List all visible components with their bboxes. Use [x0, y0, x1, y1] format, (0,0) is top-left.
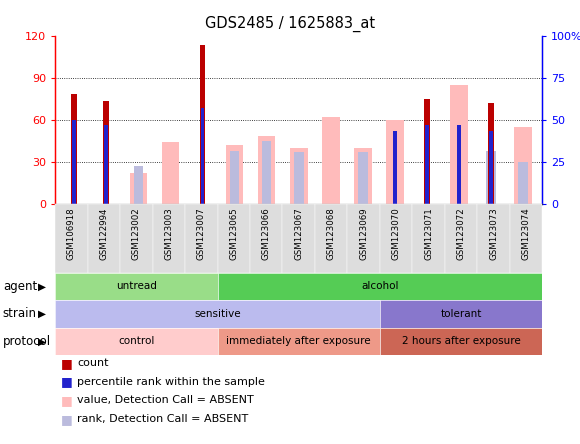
Text: percentile rank within the sample: percentile rank within the sample [77, 377, 265, 387]
Text: GSM123068: GSM123068 [327, 207, 336, 260]
Bar [519, 162, 528, 204]
Text: tolerant: tolerant [440, 309, 482, 319]
Text: sensitive: sensitive [194, 309, 241, 319]
Text: immediately after exposure: immediately after exposure [226, 337, 371, 346]
Bar [133, 166, 143, 204]
Text: GSM123070: GSM123070 [392, 207, 401, 260]
Text: GSM123074: GSM123074 [521, 207, 531, 260]
Text: ■: ■ [61, 375, 72, 388]
Bar [201, 108, 205, 204]
Text: count: count [77, 358, 108, 368]
Text: rank, Detection Call = ABSENT: rank, Detection Call = ABSENT [77, 414, 248, 424]
Bar [514, 127, 532, 204]
Bar [457, 125, 461, 204]
Text: GSM123002: GSM123002 [132, 207, 141, 260]
Text: GSM123066: GSM123066 [262, 207, 271, 260]
Bar [71, 95, 77, 204]
Bar [425, 125, 429, 204]
Bar [200, 45, 205, 204]
Bar [358, 152, 368, 204]
Text: GSM123067: GSM123067 [294, 207, 303, 260]
Text: alcohol: alcohol [361, 281, 398, 291]
Text: ▶: ▶ [38, 309, 46, 319]
Bar [129, 173, 147, 204]
Text: GSM123003: GSM123003 [164, 207, 173, 260]
Bar [162, 142, 179, 204]
Text: control: control [118, 337, 154, 346]
Bar [486, 151, 496, 204]
Bar [262, 141, 271, 204]
Bar [489, 131, 493, 204]
Text: ■: ■ [61, 357, 72, 370]
Text: protocol: protocol [3, 335, 51, 348]
Text: ■: ■ [61, 394, 72, 407]
Text: GSM123069: GSM123069 [359, 207, 368, 260]
Bar [104, 125, 108, 204]
Bar [290, 148, 307, 204]
Text: GSM123073: GSM123073 [489, 207, 498, 260]
Text: GSM123007: GSM123007 [197, 207, 206, 260]
Text: ▶: ▶ [38, 281, 46, 291]
Text: GSM123065: GSM123065 [229, 207, 238, 260]
Bar [230, 151, 240, 204]
Text: ▶: ▶ [38, 337, 46, 346]
Bar [488, 103, 494, 204]
Bar [424, 99, 430, 204]
Text: GSM122994: GSM122994 [99, 207, 108, 260]
Bar [258, 136, 276, 204]
Bar [103, 101, 109, 204]
Bar [322, 117, 339, 204]
Text: GSM106918: GSM106918 [67, 207, 76, 260]
Bar [393, 131, 397, 204]
Text: value, Detection Call = ABSENT: value, Detection Call = ABSENT [77, 396, 254, 405]
Bar [226, 145, 244, 204]
Text: ■: ■ [61, 412, 72, 426]
Bar [386, 120, 404, 204]
Text: GSM123071: GSM123071 [424, 207, 433, 260]
Bar [72, 120, 76, 204]
Text: 2 hours after exposure: 2 hours after exposure [402, 337, 520, 346]
Text: strain: strain [3, 307, 37, 321]
Text: GDS2485 / 1625883_at: GDS2485 / 1625883_at [205, 16, 375, 32]
Bar [294, 152, 303, 204]
Bar [450, 85, 468, 204]
Bar [354, 148, 372, 204]
Text: GSM123072: GSM123072 [456, 207, 466, 260]
Text: agent: agent [3, 280, 37, 293]
Text: untread: untread [116, 281, 157, 291]
